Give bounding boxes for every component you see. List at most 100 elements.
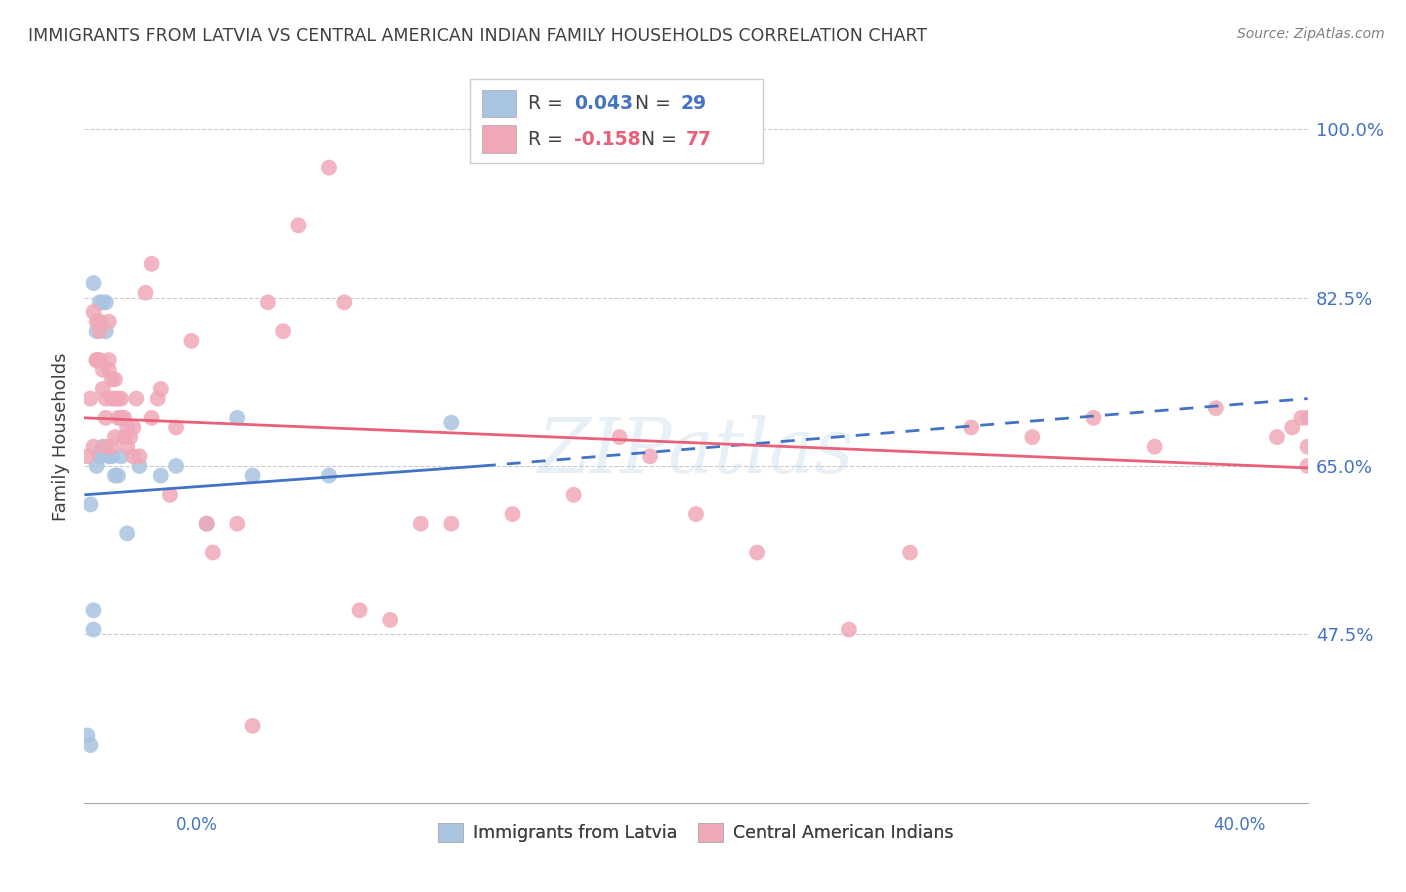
- Point: [104, 468, 127, 483]
- Point: [1296, 458, 1319, 473]
- Point: [149, 382, 172, 396]
- Point: [110, 410, 132, 425]
- Point: [562, 488, 585, 502]
- Point: [107, 410, 129, 425]
- Point: [120, 430, 142, 444]
- Point: [201, 545, 224, 559]
- Point: [79, 738, 101, 752]
- Point: [112, 410, 135, 425]
- Point: [242, 468, 264, 483]
- Point: [141, 410, 163, 425]
- Point: [94, 324, 117, 338]
- Point: [101, 450, 124, 464]
- Point: [83, 276, 105, 290]
- FancyBboxPatch shape: [482, 126, 516, 153]
- Text: R =: R =: [529, 94, 569, 113]
- Point: [122, 420, 145, 434]
- Point: [318, 468, 340, 483]
- Point: [609, 430, 631, 444]
- Point: [318, 161, 340, 175]
- Point: [89, 450, 111, 464]
- Point: [146, 392, 169, 406]
- Point: [83, 440, 105, 454]
- Point: [1296, 410, 1319, 425]
- Y-axis label: Family Households: Family Households: [52, 353, 70, 521]
- Point: [89, 295, 111, 310]
- Point: [165, 458, 187, 473]
- Point: [97, 353, 120, 368]
- Point: [1143, 440, 1166, 454]
- Point: [226, 410, 249, 425]
- Point: [94, 410, 117, 425]
- Point: [79, 498, 101, 512]
- Point: [638, 450, 661, 464]
- Point: [89, 353, 111, 368]
- Point: [125, 392, 148, 406]
- Point: [502, 507, 524, 521]
- Point: [1205, 401, 1227, 416]
- Point: [287, 219, 309, 233]
- Text: 0.043: 0.043: [574, 94, 633, 113]
- Point: [195, 516, 218, 531]
- Point: [91, 295, 114, 310]
- Point: [94, 295, 117, 310]
- Point: [97, 315, 120, 329]
- Text: ZIPatlas: ZIPatlas: [537, 415, 855, 489]
- Point: [1021, 430, 1043, 444]
- Point: [685, 507, 707, 521]
- Point: [79, 392, 101, 406]
- Text: R =: R =: [529, 130, 569, 149]
- Point: [380, 613, 402, 627]
- Point: [1083, 410, 1105, 425]
- Point: [86, 353, 108, 368]
- Point: [349, 603, 371, 617]
- Point: [122, 450, 145, 464]
- FancyBboxPatch shape: [482, 89, 516, 118]
- Point: [115, 440, 138, 454]
- Text: N =: N =: [636, 94, 676, 113]
- Point: [91, 382, 114, 396]
- Point: [101, 392, 124, 406]
- Point: [141, 257, 163, 271]
- Point: [89, 450, 111, 464]
- Point: [1296, 440, 1319, 454]
- Point: [83, 305, 105, 319]
- Point: [104, 392, 127, 406]
- Point: [91, 440, 114, 454]
- FancyBboxPatch shape: [470, 78, 763, 163]
- Point: [333, 295, 356, 310]
- Point: [101, 372, 124, 386]
- Point: [898, 545, 921, 559]
- Text: IMMIGRANTS FROM LATVIA VS CENTRAL AMERICAN INDIAN FAMILY HOUSEHOLDS CORRELATION : IMMIGRANTS FROM LATVIA VS CENTRAL AMERIC…: [28, 27, 927, 45]
- Point: [1281, 420, 1303, 434]
- Point: [165, 420, 187, 434]
- Point: [1291, 410, 1313, 425]
- Point: [76, 450, 98, 464]
- Point: [440, 416, 463, 430]
- Point: [97, 362, 120, 376]
- Point: [86, 458, 108, 473]
- Point: [112, 430, 135, 444]
- Point: [86, 353, 108, 368]
- Point: [960, 420, 983, 434]
- Point: [409, 516, 432, 531]
- Point: [83, 623, 105, 637]
- Point: [107, 468, 129, 483]
- Point: [128, 458, 150, 473]
- Point: [97, 450, 120, 464]
- Point: [226, 516, 249, 531]
- Point: [86, 324, 108, 338]
- Legend: Immigrants from Latvia, Central American Indians: Immigrants from Latvia, Central American…: [432, 816, 960, 849]
- Point: [257, 295, 280, 310]
- Point: [271, 324, 294, 338]
- Point: [89, 315, 111, 329]
- Point: [107, 392, 129, 406]
- Point: [115, 526, 138, 541]
- Point: [149, 468, 172, 483]
- Point: [747, 545, 769, 559]
- Point: [101, 440, 124, 454]
- Point: [110, 450, 132, 464]
- Point: [89, 324, 111, 338]
- Point: [242, 719, 264, 733]
- Point: [104, 430, 127, 444]
